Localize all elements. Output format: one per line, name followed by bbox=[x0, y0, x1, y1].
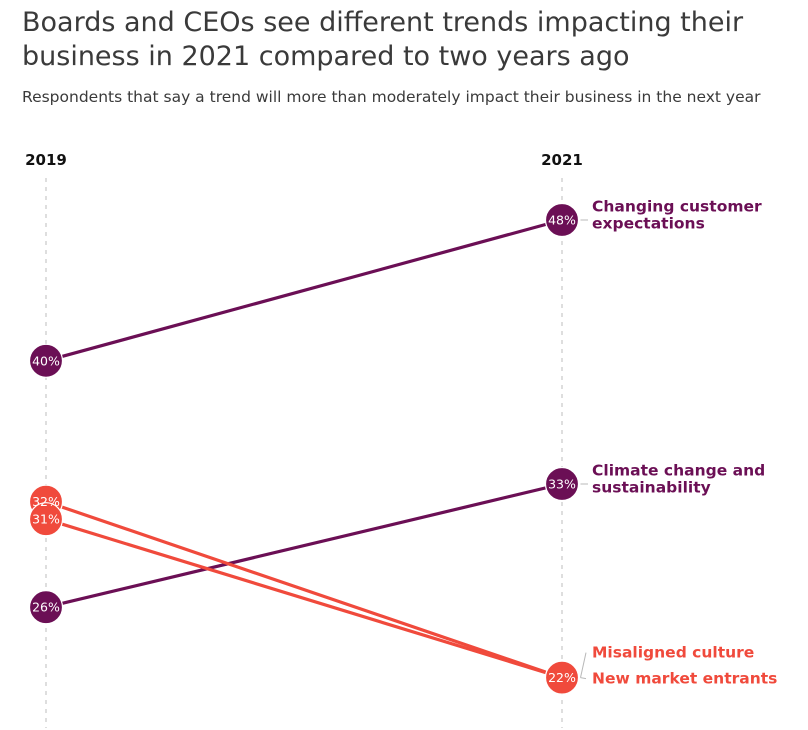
grid-lines bbox=[45, 178, 563, 728]
series-line-1 bbox=[44, 482, 564, 609]
series-label-line: Changing customer bbox=[592, 198, 762, 216]
data-label-2-2021: 22% bbox=[548, 670, 576, 685]
label-leader-2 bbox=[580, 652, 587, 678]
chart-text: 2019 2021 40% 48% 26% 33% 32% 22% 31% Changing cu… bbox=[25, 151, 777, 688]
data-label-0-2021: 48% bbox=[548, 213, 576, 228]
series-label-line: sustainability bbox=[592, 479, 711, 497]
data-point-0-2021 bbox=[544, 202, 580, 238]
data-label-1-2021: 33% bbox=[548, 477, 576, 492]
label-leader-3 bbox=[580, 677, 587, 680]
series-label-1: Climate change and sustainability bbox=[592, 462, 765, 497]
series-line-2 bbox=[44, 500, 564, 680]
series-label-0: Changing customer expectations bbox=[592, 198, 762, 233]
label-leaders bbox=[580, 219, 588, 680]
series-label-line: expectations bbox=[592, 215, 705, 233]
data-point-3-2019 bbox=[28, 502, 64, 537]
axis-label-2019: 2019 bbox=[25, 151, 67, 169]
data-label-3-2019: 31% bbox=[32, 512, 60, 527]
data-point-3-2021 bbox=[544, 660, 580, 695]
series-label-2: Misaligned culture bbox=[592, 644, 754, 662]
series-label-line: New market entrants bbox=[592, 670, 777, 688]
series-lines bbox=[44, 218, 564, 680]
series-label-line: Climate change and bbox=[592, 462, 765, 480]
data-points bbox=[28, 202, 580, 695]
series-label-line: Misaligned culture bbox=[592, 644, 754, 662]
data-point-1-2021 bbox=[544, 466, 580, 502]
chart-subtitle: Respondents that say a trend will more t… bbox=[22, 88, 761, 106]
series-line-3 bbox=[44, 517, 564, 680]
data-label-1-2019: 26% bbox=[32, 600, 60, 615]
chart-title: Boards and CEOs see different trends imp… bbox=[22, 7, 744, 72]
data-point-0-2019 bbox=[28, 343, 64, 378]
series-label-3: New market entrants bbox=[592, 670, 777, 688]
data-label-2-2019: 32% bbox=[32, 494, 60, 509]
data-point-1-2019 bbox=[28, 590, 64, 625]
series-line-0 bbox=[44, 218, 564, 363]
axis-label-2021: 2021 bbox=[541, 151, 583, 169]
data-label-0-2019: 40% bbox=[32, 353, 60, 368]
